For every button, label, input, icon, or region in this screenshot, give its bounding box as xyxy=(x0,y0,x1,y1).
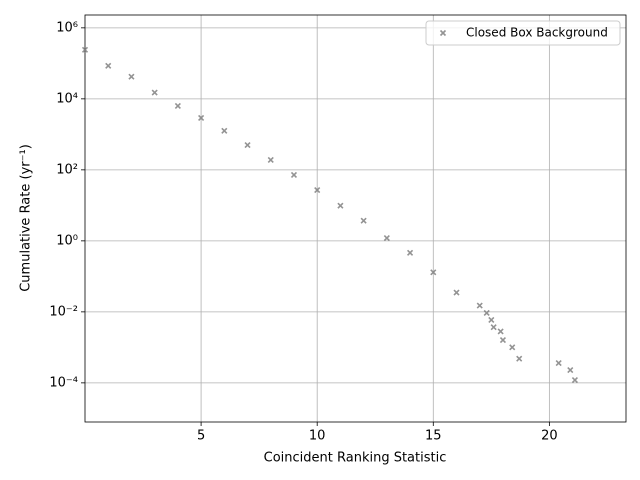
point xyxy=(244,141,251,149)
point xyxy=(490,324,497,331)
legend-marker xyxy=(439,29,447,37)
point xyxy=(151,89,158,96)
point xyxy=(406,249,414,256)
point xyxy=(314,186,321,194)
x-tick-label: 5 xyxy=(197,429,205,444)
y-tick-label: 10⁻² xyxy=(49,304,78,319)
point xyxy=(128,73,135,80)
y-tick-label: 10⁰ xyxy=(56,233,78,248)
y-tick-label: 10⁻⁴ xyxy=(49,375,78,390)
point xyxy=(430,269,437,276)
y-tick-label: 10⁶ xyxy=(56,20,78,35)
point xyxy=(174,102,181,110)
point xyxy=(567,366,574,374)
legend-label: Closed Box Background xyxy=(466,26,608,40)
y-tick-label: 10⁴ xyxy=(56,91,78,106)
point xyxy=(105,62,112,69)
point xyxy=(383,234,390,242)
point xyxy=(555,360,562,367)
point xyxy=(290,171,298,178)
point xyxy=(499,337,507,344)
point xyxy=(360,217,367,224)
point xyxy=(267,156,274,164)
point xyxy=(571,376,578,384)
legend-box xyxy=(425,20,621,46)
plot-frame xyxy=(84,14,627,423)
point xyxy=(488,316,495,324)
point xyxy=(509,344,516,351)
point xyxy=(221,127,228,134)
x-axis-label: Coincident Ranking Statistic xyxy=(264,451,447,466)
x-tick-label: 15 xyxy=(425,429,442,444)
point xyxy=(81,46,89,53)
point xyxy=(497,328,504,335)
y-axis-label: Cumulative Rate (yr⁻¹) xyxy=(19,144,34,292)
x-tick-label: 10 xyxy=(309,429,326,444)
point xyxy=(453,289,460,296)
point xyxy=(476,302,483,309)
point xyxy=(337,202,344,209)
y-tick-label: 10² xyxy=(56,162,78,177)
point xyxy=(516,355,523,362)
x-tick-label: 20 xyxy=(541,429,558,444)
point xyxy=(483,309,490,317)
point xyxy=(198,114,205,121)
